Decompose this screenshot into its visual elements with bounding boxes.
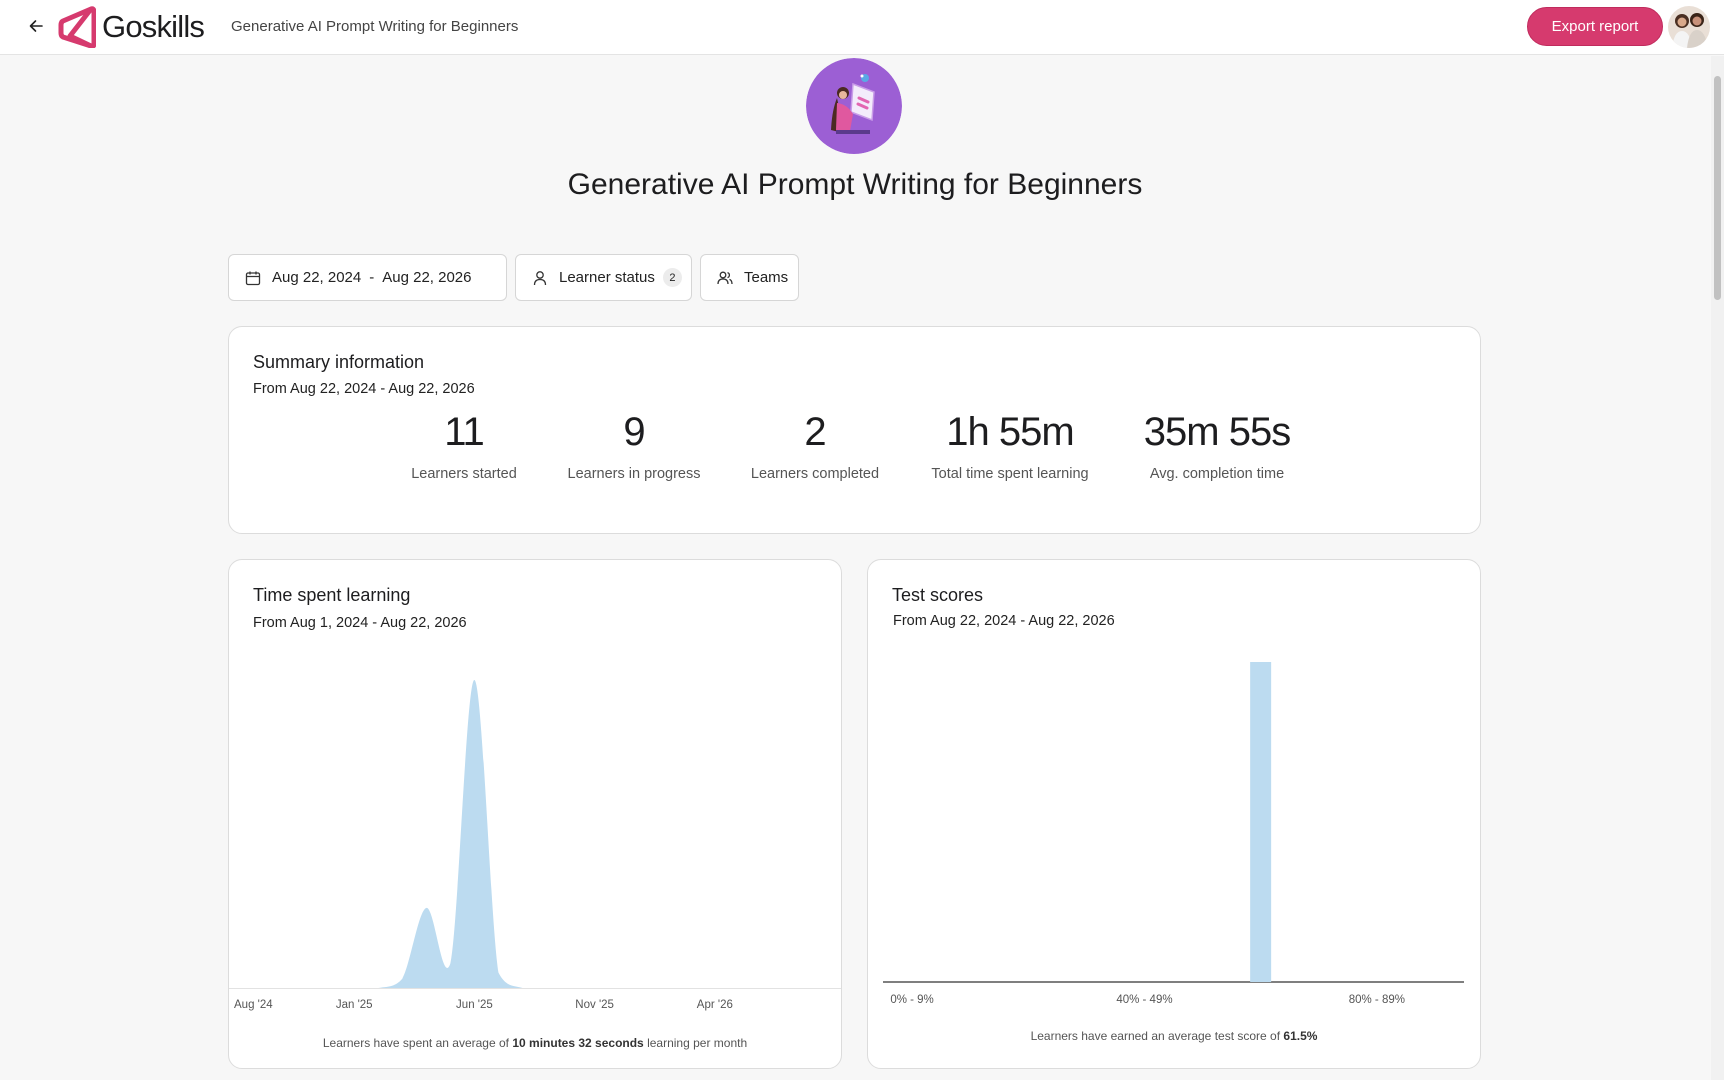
footnote-value: 10 minutes 32 seconds [512, 1036, 644, 1050]
user-icon [531, 269, 549, 287]
stat-value: 9 [623, 410, 645, 454]
stat-learners-completed: 2 Learners completed [735, 408, 895, 482]
goskills-logo[interactable]: Goskills [58, 6, 205, 48]
test-scores-card: Test scores From Aug 22, 2024 - Aug 22, … [867, 559, 1481, 1069]
learner-status-filter[interactable]: Learner status 2 [515, 254, 692, 301]
score-bar [1250, 662, 1272, 982]
teams-label: Teams [744, 269, 789, 286]
x-tick-label: Apr '26 [697, 999, 733, 1011]
learner-status-label: Learner status [559, 269, 655, 286]
test-scores-range: From Aug 22, 2024 - Aug 22, 2026 [893, 613, 1115, 629]
export-report-button[interactable]: Export report [1527, 7, 1663, 46]
test-scores-footnote: Learners have earned an average test sco… [868, 1029, 1480, 1043]
footnote-value: 61.5% [1283, 1029, 1318, 1043]
scrollbar-track[interactable] [1711, 56, 1724, 1080]
summary-title: Summary information [253, 352, 425, 372]
date-range-filter[interactable]: Aug 22, 2024 - Aug 22, 2026 [228, 254, 507, 301]
date-range-start: Aug 22, 2024 [272, 269, 362, 286]
back-arrow-icon[interactable] [24, 12, 48, 40]
stat-value: 2 [804, 410, 826, 454]
stat-label: Avg. completion time [1149, 466, 1285, 482]
time-spent-card: Time spent learning From Aug 1, 2024 - A… [228, 559, 842, 1069]
user-avatar[interactable] [1668, 6, 1710, 48]
breadcrumb: Generative AI Prompt Writing for Beginne… [231, 18, 519, 35]
footnote-prefix: Learners have earned an average test sco… [1030, 1029, 1281, 1043]
scrollbar-thumb[interactable] [1714, 76, 1721, 300]
goskills-logo-icon [58, 6, 96, 48]
summary-range: From Aug 22, 2024 - Aug 22, 2026 [253, 381, 475, 397]
stat-learners-started: 11 Learners started [384, 408, 544, 482]
x-tick-label: 40% - 49% [1116, 994, 1172, 1006]
date-range-end: Aug 22, 2026 [382, 269, 472, 286]
footnote-prefix: Learners have spent an average of [322, 1036, 509, 1050]
stat-value: 1h 55m [946, 410, 1074, 454]
stat-label: Learners completed [750, 466, 880, 482]
x-tick-label: 80% - 89% [1349, 994, 1405, 1006]
x-tick-label: 0% - 9% [890, 994, 933, 1006]
x-tick-label: Jan '25 [336, 999, 373, 1011]
course-icon [806, 58, 902, 154]
time-spent-title: Time spent learning [253, 585, 411, 605]
test-scores-chart: 0% - 9% 40% - 49% 80% - 89% [883, 662, 1464, 1006]
top-bar: Goskills Generative AI Prompt Writing fo… [0, 0, 1724, 55]
time-spent-footnote: Learners have spent an average of 10 min… [229, 1036, 841, 1050]
stat-label: Learners in progress [567, 466, 701, 482]
users-icon [716, 269, 734, 287]
summary-card: Summary information From Aug 22, 2024 - … [228, 326, 1481, 534]
stat-label: Learners started [411, 466, 517, 482]
stat-label: Total time spent learning [931, 466, 1089, 482]
stat-avg-completion: 35m 55s Avg. completion time [1127, 408, 1307, 482]
learner-status-count-badge: 2 [662, 268, 682, 287]
teams-filter[interactable]: Teams [700, 254, 799, 301]
stat-learners-in-progress: 9 Learners in progress [554, 408, 714, 482]
time-spent-chart: Aug '24 Jan '25 Jun '25 Nov '25 Apr '26 [229, 679, 841, 1011]
stat-value: 11 [444, 410, 485, 454]
date-range-separator: - [369, 269, 375, 286]
brand-name: Goskills [102, 9, 205, 44]
page-title: Generative AI Prompt Writing for Beginne… [567, 168, 1143, 201]
x-tick-label: Aug '24 [234, 999, 273, 1011]
stat-value: 35m 55s [1143, 410, 1291, 454]
x-tick-label: Jun '25 [456, 999, 493, 1011]
time-spent-range: From Aug 1, 2024 - Aug 22, 2026 [253, 615, 467, 631]
stat-total-time: 1h 55m Total time spent learning [920, 408, 1100, 482]
x-tick-label: Nov '25 [575, 999, 614, 1011]
calendar-icon [244, 269, 262, 287]
time-series-area [234, 679, 811, 988]
test-scores-title: Test scores [892, 585, 984, 605]
footnote-suffix: learning per month [647, 1036, 748, 1050]
